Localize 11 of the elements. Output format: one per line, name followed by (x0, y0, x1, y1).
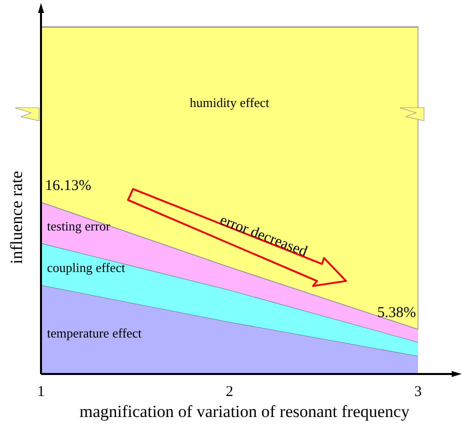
annotation: 16.13% (45, 178, 92, 194)
x-axis-title: magnification of variation of resonant frequency (80, 402, 410, 421)
x-tick-label: 3 (414, 384, 422, 400)
series-label: temperature effect (47, 326, 142, 341)
x-tick-label: 2 (226, 384, 234, 400)
x-tick-label: 1 (37, 384, 45, 400)
y-axis-title: influence rate (7, 171, 26, 264)
series-label: humidity effect (190, 94, 270, 110)
annotation: 5.38% (377, 305, 416, 322)
series-label: testing error (47, 218, 111, 234)
series-label: coupling effect (47, 260, 126, 276)
